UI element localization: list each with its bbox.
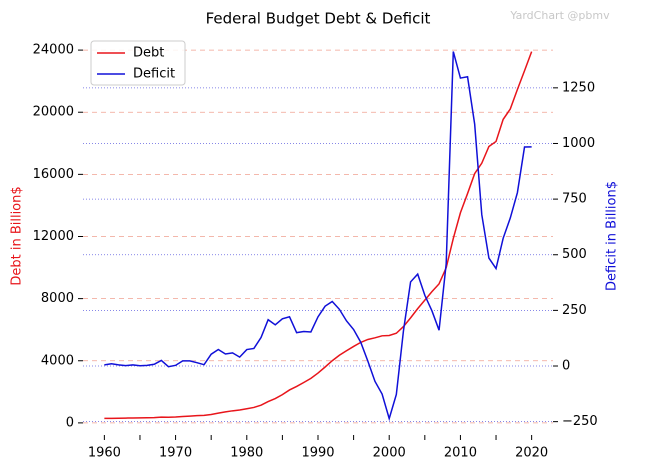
- y-tick-label: 4000: [41, 353, 74, 368]
- y2-axis-label: Deficit in Billion$: [605, 181, 620, 291]
- chart-title: Federal Budget Debt & Deficit: [206, 10, 431, 28]
- x-tick-label: 2000: [373, 446, 406, 461]
- legend-label: Deficit: [133, 67, 175, 82]
- x-tick-label: 1960: [88, 446, 121, 461]
- y-tick-label: 12000: [33, 229, 74, 244]
- y-tick-label: 0: [66, 415, 74, 430]
- y-tick-label: 16000: [33, 167, 74, 182]
- y2-tick-label: 500: [562, 247, 587, 262]
- x-tick-label: 2020: [515, 446, 548, 461]
- y-axis-label: Debt in Billion$: [10, 186, 25, 285]
- line-series: [104, 51, 533, 420]
- y2-tick-label: 250: [562, 303, 587, 318]
- x-tick-label: 2010: [444, 446, 477, 461]
- legend-label: Debt: [133, 46, 164, 61]
- y2-tick-label: 1000: [562, 136, 595, 151]
- y2-tick-label: 750: [562, 192, 587, 207]
- y2-tick-label: 0: [562, 359, 570, 374]
- x-tick-label: 1980: [230, 446, 263, 461]
- y2-tick-label: 1250: [562, 80, 595, 95]
- watermark: YardChart @pbmv: [509, 9, 610, 22]
- y-tick-label: 20000: [33, 105, 74, 120]
- x-tick-label: 1970: [159, 446, 192, 461]
- y2-tick-label: −250: [562, 414, 598, 429]
- y-tick-label: 8000: [41, 291, 74, 306]
- x-tick-label: 1990: [301, 446, 334, 461]
- line-series: [104, 51, 532, 422]
- y-tick-label: 24000: [33, 43, 74, 58]
